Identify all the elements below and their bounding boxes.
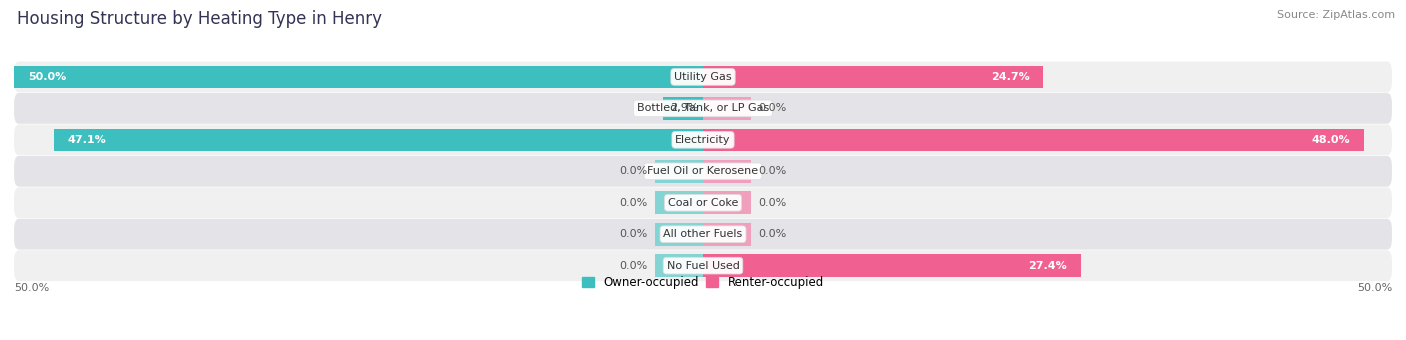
Text: Bottled, Tank, or LP Gas: Bottled, Tank, or LP Gas	[637, 103, 769, 113]
Text: 50.0%: 50.0%	[28, 72, 66, 82]
Text: 50.0%: 50.0%	[14, 283, 49, 293]
Text: No Fuel Used: No Fuel Used	[666, 261, 740, 271]
Bar	[655, 191, 703, 214]
Text: 27.4%: 27.4%	[1028, 261, 1067, 271]
FancyBboxPatch shape	[14, 219, 1392, 250]
Bar	[53, 129, 703, 151]
Bar	[655, 254, 703, 277]
Bar	[703, 223, 751, 245]
FancyBboxPatch shape	[14, 156, 1392, 187]
Text: 50.0%: 50.0%	[1357, 283, 1392, 293]
Text: Source: ZipAtlas.com: Source: ZipAtlas.com	[1277, 10, 1395, 20]
FancyBboxPatch shape	[14, 187, 1392, 218]
Text: 0.0%: 0.0%	[620, 166, 648, 176]
Bar	[14, 66, 703, 88]
FancyBboxPatch shape	[14, 250, 1392, 281]
Text: 24.7%: 24.7%	[991, 72, 1029, 82]
Text: 0.0%: 0.0%	[758, 166, 786, 176]
Text: 0.0%: 0.0%	[758, 229, 786, 239]
Text: 2.9%: 2.9%	[669, 103, 699, 113]
Text: Fuel Oil or Kerosene: Fuel Oil or Kerosene	[647, 166, 759, 176]
Bar	[703, 254, 1081, 277]
Text: Utility Gas: Utility Gas	[675, 72, 731, 82]
Bar	[655, 160, 703, 183]
Bar	[703, 97, 751, 120]
FancyBboxPatch shape	[14, 62, 1392, 92]
Text: 0.0%: 0.0%	[620, 198, 648, 208]
Text: All other Fuels: All other Fuels	[664, 229, 742, 239]
Bar	[664, 97, 703, 120]
Text: 47.1%: 47.1%	[67, 135, 107, 145]
Bar	[703, 191, 751, 214]
Text: Housing Structure by Heating Type in Henry: Housing Structure by Heating Type in Hen…	[17, 10, 382, 28]
Text: 0.0%: 0.0%	[620, 229, 648, 239]
Bar	[703, 66, 1043, 88]
Text: 48.0%: 48.0%	[1312, 135, 1351, 145]
Text: Electricity: Electricity	[675, 135, 731, 145]
FancyBboxPatch shape	[14, 93, 1392, 124]
Legend: Owner-occupied, Renter-occupied: Owner-occupied, Renter-occupied	[582, 276, 824, 289]
FancyBboxPatch shape	[14, 124, 1392, 155]
Text: 0.0%: 0.0%	[620, 261, 648, 271]
Bar	[703, 160, 751, 183]
Text: Coal or Coke: Coal or Coke	[668, 198, 738, 208]
Text: 0.0%: 0.0%	[758, 103, 786, 113]
Bar	[655, 223, 703, 245]
Bar	[703, 129, 1364, 151]
Text: 0.0%: 0.0%	[758, 198, 786, 208]
